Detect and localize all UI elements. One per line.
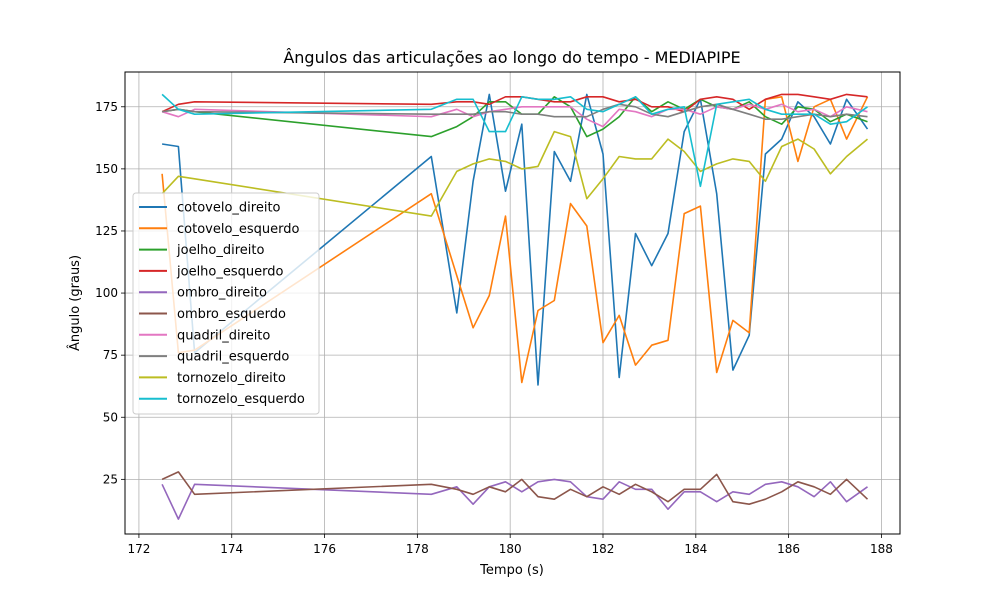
chart-title: Ângulos das articulações ao longo do tem… [283, 48, 740, 67]
y-axis-label: Ângulo (graus) [67, 255, 83, 351]
y-tick-label: 75 [103, 348, 118, 362]
legend-entry-label: ombro_direito [177, 286, 267, 301]
series-line-joelho-direito [161, 96, 868, 138]
legend-entry-label: joelho_direito [176, 243, 264, 258]
x-axis-label: Tempo (s) [479, 563, 544, 578]
y-tick-label: 50 [103, 410, 118, 424]
legend-entry-label: joelho_esquerdo [176, 264, 283, 279]
legend-box [132, 192, 320, 415]
x-tick-label: 174 [220, 542, 243, 556]
legend-entry-label: cotovelo_esquerdo [177, 222, 300, 237]
x-tick-label: 184 [684, 542, 707, 556]
legend-entry-label: cotovelo_direito [177, 201, 281, 216]
series-line-ombro-direito [161, 478, 868, 520]
legend-entry-label: tornozelo_direito [177, 371, 286, 386]
legend-entry-label: tornozelo_esquerdo [177, 392, 305, 407]
legend: cotovelo_direito cotovelo_esquerdo joelho_… [132, 192, 320, 415]
legend-entry-label: quadril_esquerdo [177, 350, 289, 365]
series-line-tornozelo-esquerdo [161, 93, 868, 188]
x-tick-label: 188 [870, 542, 893, 556]
y-tick-label: 175 [95, 100, 118, 114]
y-tick-label: 25 [103, 472, 118, 486]
legend-entry-label: quadril_direito [177, 328, 270, 343]
x-tick-label: 178 [406, 542, 429, 556]
axis-ticks: 172 174 176 178 180 182 184 186 188 25 50 75 100 125 1… [95, 100, 893, 556]
series-line-tornozelo-direito [161, 130, 869, 217]
y-tick-label: 125 [95, 224, 118, 238]
x-tick-label: 182 [592, 542, 615, 556]
series-line-ombro-esquerdo [161, 471, 869, 506]
x-tick-label: 172 [127, 542, 150, 556]
series-line-cotovelo-esquerdo [161, 96, 869, 384]
y-tick-label: 100 [95, 286, 118, 300]
y-tick-label: 150 [95, 162, 118, 176]
legend-entry-label: ombro_esquerdo [177, 307, 286, 322]
x-tick-label: 186 [777, 542, 800, 556]
series-lines [161, 93, 869, 520]
x-tick-label: 180 [499, 542, 522, 556]
plot-frame [124, 71, 901, 535]
series-line-quadril-esquerdo [161, 103, 868, 120]
series-line-quadril-direito [161, 103, 868, 128]
x-tick-label: 176 [313, 542, 336, 556]
series-line-cotovelo-direito [161, 93, 869, 386]
grid [125, 72, 900, 534]
